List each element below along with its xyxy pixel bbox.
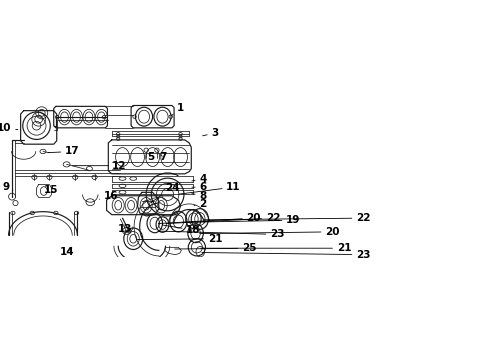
Text: 24: 24 — [150, 183, 179, 203]
Text: 23: 23 — [158, 229, 285, 239]
Text: 8: 8 — [192, 191, 206, 201]
Text: 9: 9 — [3, 182, 13, 192]
Text: 13: 13 — [118, 224, 132, 234]
Text: 21: 21 — [200, 243, 351, 253]
Text: 4: 4 — [192, 174, 207, 184]
Text: 1: 1 — [172, 103, 184, 115]
Text: 17: 17 — [48, 147, 79, 157]
Text: 16: 16 — [99, 191, 118, 201]
Text: 2: 2 — [194, 199, 206, 210]
Text: 21: 21 — [137, 234, 222, 244]
Text: 22: 22 — [166, 213, 280, 224]
Text: 25: 25 — [175, 243, 257, 253]
Text: 12: 12 — [73, 161, 127, 171]
Text: 11: 11 — [179, 182, 241, 194]
Text: 7: 7 — [160, 152, 167, 162]
Text: 18: 18 — [163, 225, 201, 235]
Text: 14: 14 — [59, 247, 74, 257]
Text: 19: 19 — [182, 215, 300, 225]
Text: 15: 15 — [44, 185, 58, 195]
Text: 3: 3 — [202, 128, 219, 138]
Text: 6: 6 — [192, 182, 206, 192]
Text: 23: 23 — [202, 249, 370, 260]
Text: 20: 20 — [199, 227, 340, 237]
Text: 22: 22 — [204, 213, 370, 223]
Text: 20: 20 — [158, 213, 261, 224]
Text: 5: 5 — [147, 152, 155, 162]
Text: 10: 10 — [0, 123, 18, 133]
